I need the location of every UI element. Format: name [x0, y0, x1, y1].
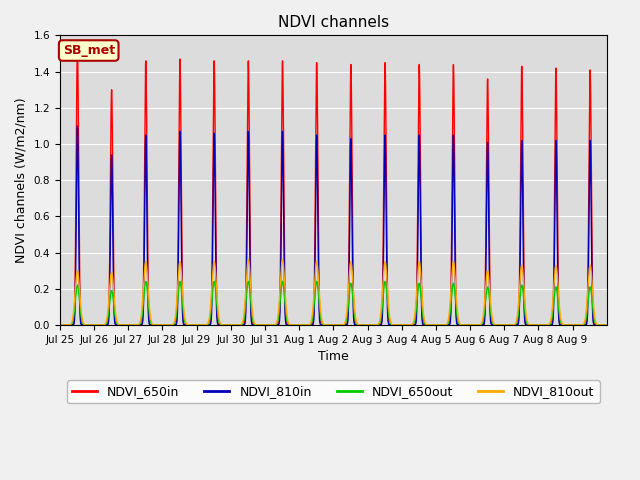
Y-axis label: NDVI channels (W/m2/nm): NDVI channels (W/m2/nm)	[15, 97, 28, 263]
Line: NDVI_650out: NDVI_650out	[60, 281, 607, 325]
Line: NDVI_650in: NDVI_650in	[60, 50, 607, 325]
Line: NDVI_810in: NDVI_810in	[60, 126, 607, 325]
Legend: NDVI_650in, NDVI_810in, NDVI_650out, NDVI_810out: NDVI_650in, NDVI_810in, NDVI_650out, NDV…	[67, 380, 600, 403]
X-axis label: Time: Time	[318, 350, 349, 363]
Line: NDVI_810out: NDVI_810out	[60, 260, 607, 325]
Title: NDVI channels: NDVI channels	[278, 15, 389, 30]
Text: SB_met: SB_met	[63, 44, 115, 57]
